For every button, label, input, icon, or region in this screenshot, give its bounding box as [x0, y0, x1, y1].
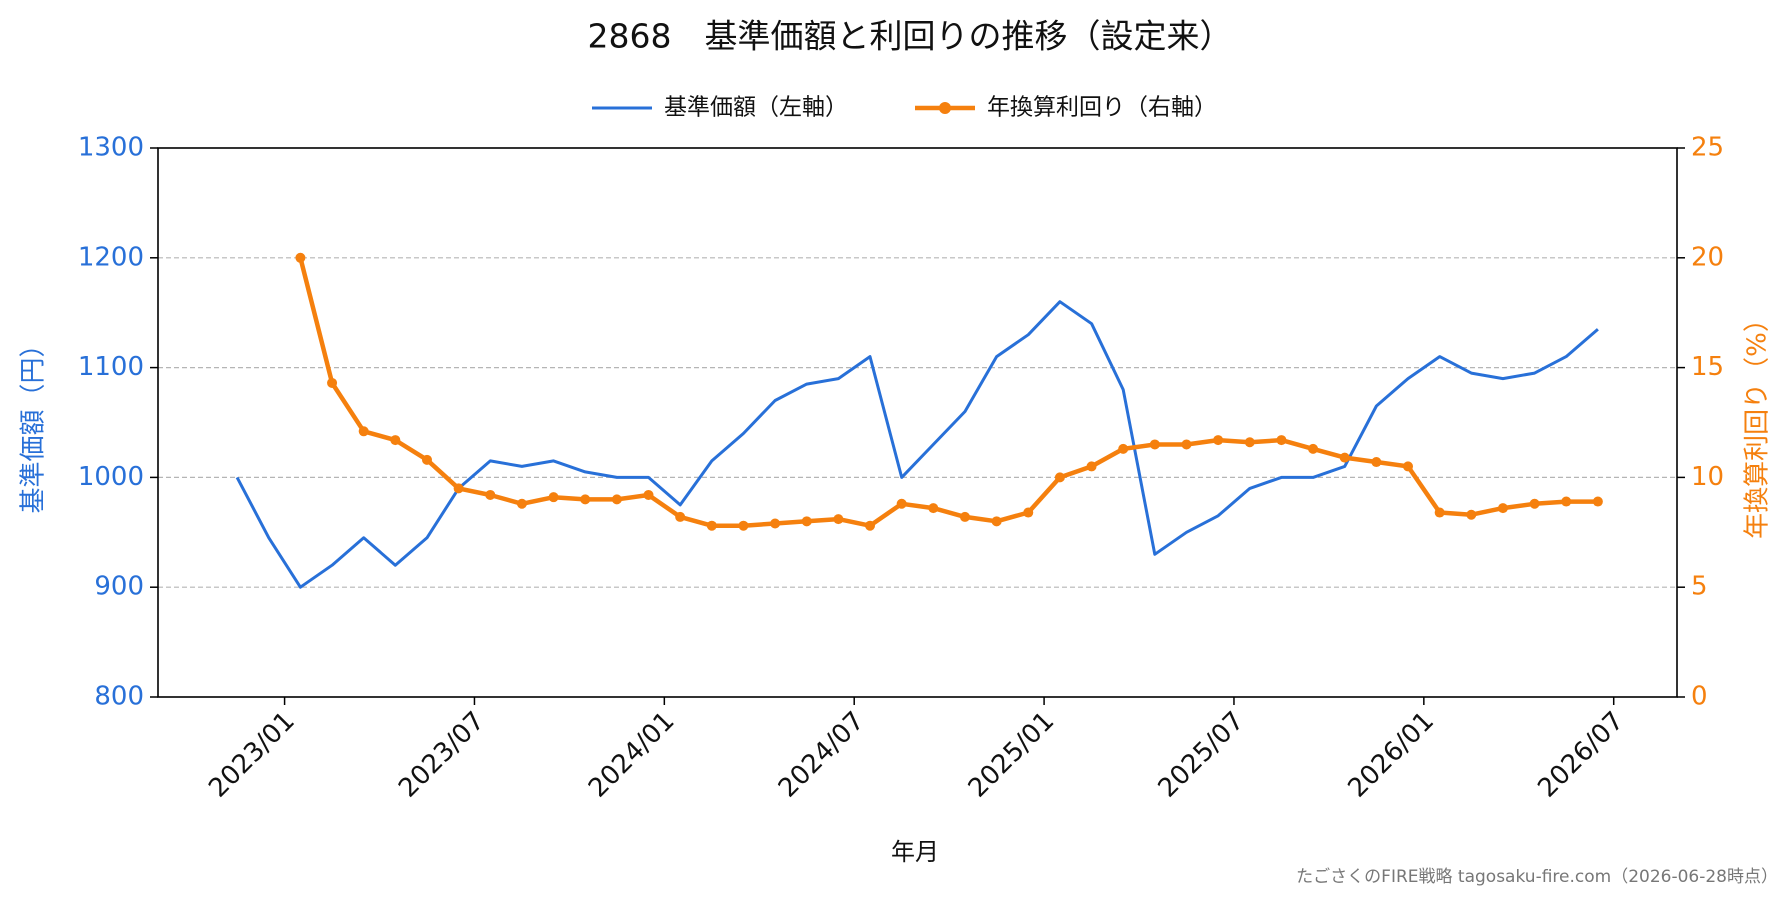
legend-marker: [939, 102, 951, 114]
data-point: [548, 492, 559, 503]
data-point: [611, 494, 622, 505]
data-point: [295, 252, 306, 263]
data-point: [327, 377, 338, 388]
data-point: [1213, 435, 1224, 446]
series-line: [235, 300, 1599, 589]
data-point: [865, 520, 876, 531]
data-point: [1339, 452, 1350, 463]
data-point: [1149, 439, 1160, 450]
footer: たごさくのFIRE戦略 tagosaku-fire.com（2026-06-28…: [1296, 867, 1778, 887]
x-tick-label: 2024/01: [583, 706, 681, 804]
data-point: [1054, 472, 1065, 483]
data-point: [516, 498, 527, 509]
data-point: [801, 516, 812, 527]
data-point: [643, 489, 654, 500]
y-tick-label: 900: [94, 572, 144, 602]
data-point: [390, 435, 401, 446]
data-point: [485, 489, 496, 500]
y2-tick-label: 5: [1691, 572, 1708, 602]
x-tick-label: 2026/01: [1342, 706, 1440, 804]
data-point: [1244, 437, 1255, 448]
x-tick-label: 2023/01: [203, 706, 301, 804]
legend-label: 基準価額（左軸）: [664, 95, 848, 121]
data-point: [1276, 435, 1287, 446]
data-point: [1118, 443, 1129, 454]
data-point: [896, 498, 907, 509]
x-tick-label: 2023/07: [393, 706, 491, 804]
data-point: [1466, 509, 1477, 520]
data-point: [1371, 457, 1382, 468]
x-tick-label: 2025/01: [963, 706, 1061, 804]
data-point: [1308, 443, 1319, 454]
data-point: [358, 426, 369, 437]
y-tick-label: 1100: [78, 352, 144, 382]
data-point: [1434, 507, 1445, 518]
data-point: [928, 503, 939, 514]
data-point: [1403, 461, 1414, 472]
y-tick-label: 1200: [78, 242, 144, 272]
data-point: [1086, 461, 1097, 472]
y-tick-label: 800: [94, 682, 144, 712]
data-point: [1561, 496, 1572, 507]
data-point: [453, 483, 464, 494]
data-point: [1497, 503, 1508, 514]
legend-label: 年換算利回り（右軸）: [987, 95, 1217, 121]
data-point: [833, 514, 844, 525]
x-tick-label: 2025/07: [1153, 706, 1251, 804]
y2-tick-label: 0: [1691, 682, 1708, 712]
data-point: [1529, 498, 1540, 509]
y2-tick-label: 20: [1691, 242, 1724, 272]
data-point: [1592, 496, 1603, 507]
data-point: [991, 516, 1002, 527]
x-tick-label: 2024/07: [773, 706, 871, 804]
data-point: [1181, 439, 1192, 450]
y-tick-label: 1300: [78, 133, 144, 163]
y2-tick-label: 10: [1691, 462, 1724, 492]
data-point: [1023, 507, 1034, 518]
data-point: [770, 518, 781, 529]
data-point: [738, 520, 749, 531]
x-axis-title: 年月: [891, 838, 939, 866]
y2-axis-title: 年換算利回り（%）: [1743, 306, 1773, 539]
data-point: [959, 511, 970, 522]
x-tick-label: 2026/07: [1532, 706, 1630, 804]
series-line: [298, 257, 1598, 528]
data-point: [580, 494, 591, 505]
data-point: [421, 454, 432, 465]
data-point: [675, 511, 686, 522]
y-tick-label: 1000: [78, 462, 144, 492]
data-point: [706, 520, 717, 531]
y2-tick-label: 15: [1691, 352, 1724, 382]
plot-frame: [157, 147, 1678, 698]
y2-tick-label: 25: [1691, 133, 1724, 163]
y-axis-title: 基準価額（円）: [19, 331, 49, 513]
chart-title: 2868 基準価額と利回りの推移（設定来）: [588, 17, 1233, 56]
